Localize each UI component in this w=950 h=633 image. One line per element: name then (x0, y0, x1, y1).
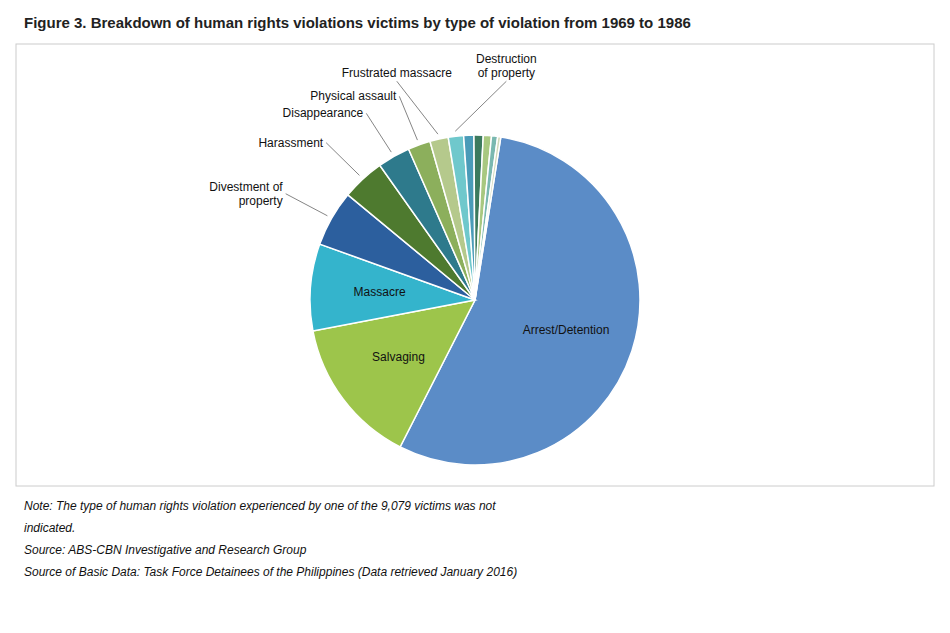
slice-label: Physical assault (310, 89, 397, 103)
note: indicated. (24, 521, 75, 535)
slice-label-line: Physical assault (310, 89, 397, 103)
slice (464, 135, 475, 300)
slice-label: Frustrated massacre (342, 66, 452, 80)
note: Note: The type of human rights violation… (24, 499, 496, 513)
frame (16, 44, 934, 486)
slice-label-line: Disappearance (283, 106, 364, 120)
leader-line (326, 143, 359, 176)
chart: Figure 3. Breakdown of human rights viol… (0, 0, 950, 633)
slice-label: Divestment ofproperty (209, 180, 283, 208)
slice (448, 135, 475, 300)
slice-label: Disappearance (283, 106, 364, 120)
slice (475, 137, 501, 300)
note: Source: ABS-CBN Investigative and Resear… (24, 543, 307, 557)
slice-label-line: Massacre (354, 285, 406, 299)
leader-line (455, 81, 506, 131)
slice-label-line: Divestment of (209, 180, 283, 194)
slice-label-line: Harassment (258, 136, 323, 150)
background (0, 0, 950, 633)
title: Figure 3. Breakdown of human rights viol… (24, 14, 691, 31)
leader-line (366, 113, 391, 152)
slice-label: Massacre (354, 285, 406, 299)
slice-label-line: Destruction (476, 52, 537, 66)
slices (310, 135, 640, 465)
slice-label-line: Frustrated massacre (342, 66, 452, 80)
slice-label-line: of property (478, 66, 535, 80)
leader-line (399, 96, 417, 140)
slice-label: Salvaging (372, 350, 425, 364)
note: Source of Basic Data: Task Force Detaine… (24, 565, 517, 579)
slice-label-line: property (239, 194, 283, 208)
slice-label-line: Salvaging (372, 350, 425, 364)
leader-line (397, 81, 438, 134)
slice-label: Arrest/Detention (523, 323, 610, 337)
labels: Arrest/Detention Salvaging Massacre Divestm… (209, 52, 609, 364)
slice-label: Destructionof property (476, 52, 537, 80)
slice-label-line: Arrest/Detention (523, 323, 610, 337)
slice-label: Harassment (258, 136, 323, 150)
leader-line (286, 194, 328, 216)
